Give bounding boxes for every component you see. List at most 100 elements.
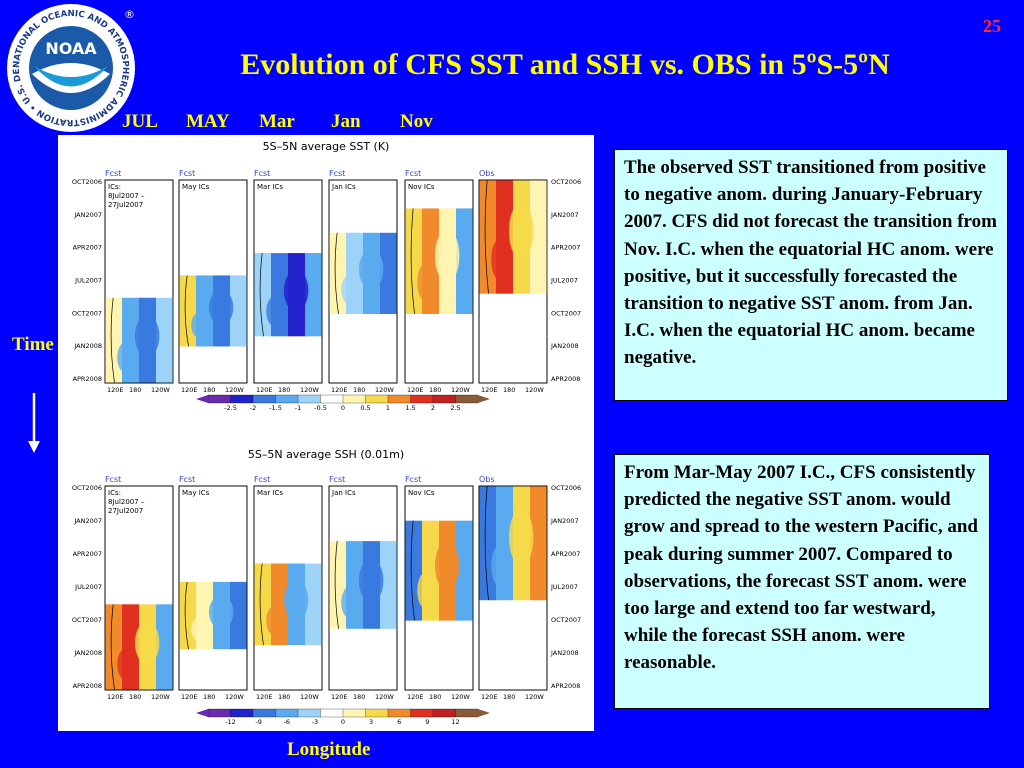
sst-anomaly-blob — [508, 202, 534, 260]
sst-colorbar-segment — [230, 394, 254, 404]
sst-colorbar-tick: -2 — [250, 404, 256, 412]
sst-contour-line — [484, 179, 489, 294]
sst-colorbar-segment — [387, 394, 411, 404]
ssh-panel-header: Fcst — [405, 475, 421, 484]
ssh-lon-tick: 120W — [225, 693, 244, 701]
sst-time-tick-left: JAN2007 — [73, 211, 102, 219]
sst-colorbar-tick: 0 — [341, 404, 345, 412]
slide-number: 25 — [983, 16, 1001, 36]
ssh-lon-tick: 120E — [256, 693, 273, 701]
sst-anomaly-band — [230, 275, 248, 347]
sst-contour-line — [334, 232, 339, 315]
sst-time-tick-right: APR2007 — [551, 244, 580, 252]
sst-contour-line — [259, 253, 264, 337]
ssh-anomaly-band — [230, 581, 248, 650]
ssh-explanation-textbox: From Mar-May 2007 I.C., CFS consistently… — [614, 454, 990, 709]
sst-time-tick-right: JUL2007 — [550, 276, 578, 284]
sst-time-tick-left: OCT2006 — [72, 178, 102, 186]
sst-anomaly-band — [530, 180, 548, 294]
sst-colorbar-segment — [432, 394, 456, 404]
ssh-contour-line — [184, 581, 189, 650]
ssh-panel-ic-label: Nov ICs — [408, 489, 435, 497]
sst-anomaly-blob — [191, 312, 208, 338]
ssh-anomaly-band — [254, 563, 272, 646]
ssh-lon-tick: 120E — [331, 693, 348, 701]
ssh-panel-border — [104, 485, 174, 691]
sst-anomaly-band — [479, 180, 497, 294]
sst-panel-border — [404, 179, 474, 384]
sst-lon-tick: 180 — [129, 386, 141, 394]
sst-colorbar-tick: -1.5 — [269, 404, 282, 412]
ssh-panel-header: Fcst — [329, 475, 345, 484]
ssh-panel-ic-label: May ICs — [182, 489, 210, 497]
sst-colorbar-segment — [342, 394, 366, 404]
sst-time-tick-right: OCT2007 — [551, 309, 581, 317]
ssh-contour-line — [484, 485, 489, 601]
sst-time-tick-left: APR2008 — [73, 375, 102, 383]
sst-lon-tick: 120E — [256, 386, 273, 394]
noaa-logo: NATIONAL OCEANIC AND ATMOSPHERIC ADMINIS… — [2, 2, 135, 132]
sst-panel-ic-label: 27Jul2007 — [108, 201, 143, 209]
sst-time-tick-left: OCT2007 — [72, 309, 102, 317]
ssh-lon-tick: 120E — [407, 693, 424, 701]
ssh-colorbar-segment — [455, 708, 479, 718]
sst-colorbar-tick: -1 — [295, 404, 301, 412]
sst-panel-header: Fcst — [329, 169, 345, 178]
ssh-colorbar-segment — [207, 708, 231, 718]
sst-colorbar-segment — [275, 394, 299, 404]
ssh-colorbar-tick: 6 — [397, 718, 401, 726]
ssh-anomaly-band — [530, 486, 548, 601]
ssh-lon-tick: 120W — [151, 693, 170, 701]
ssh-panel-ic-label: 27Jul2007 — [108, 507, 143, 515]
logo-center-text: NOAA — [45, 39, 97, 58]
ssh-colorbar-arrow-right — [478, 709, 490, 717]
ssh-lon-tick: 180 — [203, 693, 215, 701]
ssh-panel-border — [178, 485, 248, 691]
ssh-colorbar-tick: -3 — [312, 718, 318, 726]
sst-colorbar-segment — [297, 394, 321, 404]
sst-explanation-textbox: The observed SST transitioned from posit… — [614, 149, 1008, 401]
logo-registered-mark: ® — [124, 8, 135, 21]
sst-lon-tick: 180 — [203, 386, 215, 394]
ssh-colorbar-segment — [342, 708, 366, 718]
sst-anomaly-band — [179, 275, 197, 347]
month-label-mar: Mar — [259, 111, 295, 132]
ssh-anomaly-blob — [208, 595, 234, 630]
sst-panel-border — [104, 179, 174, 384]
ssh-panel-header: Obs — [479, 475, 495, 484]
sst-time-tick-right: APR2008 — [551, 375, 580, 383]
ssh-anomaly-blob — [117, 648, 134, 680]
ssh-anomaly-blob — [508, 508, 534, 566]
sst-panel-header: Obs — [479, 169, 495, 178]
ssh-time-tick-right: JUL2007 — [550, 583, 578, 591]
time-axis-label: Time — [12, 334, 54, 355]
sst-anomaly-blob — [266, 296, 283, 327]
ssh-time-tick-left: JUL2007 — [74, 583, 102, 591]
ssh-anomaly-band — [156, 604, 174, 690]
longitude-axis-label: Longitude — [287, 739, 371, 760]
ssh-lon-tick: 180 — [353, 693, 365, 701]
slide-title: Evolution of CFS SST and SSH vs. OBS in … — [240, 48, 890, 81]
ssh-anomaly-blob — [434, 540, 460, 591]
ssh-time-tick-left: APR2007 — [73, 550, 102, 558]
sst-time-tick-left: APR2007 — [73, 244, 102, 252]
ssh-contour-line — [259, 563, 264, 646]
ssh-lon-tick: 180 — [429, 693, 441, 701]
ssh-time-tick-left: OCT2006 — [72, 484, 102, 492]
sst-anomaly-band — [156, 297, 174, 383]
ssh-colorbar-tick: -12 — [225, 718, 236, 726]
sst-anomaly-blob — [417, 263, 434, 302]
sst-anomaly-blob — [341, 275, 358, 305]
sst-plot-title: 5S–5N average SST (K) — [263, 140, 390, 153]
sst-panel-ic-label: 8Jul2007 – — [108, 192, 145, 200]
ssh-lon-tick: 120W — [300, 693, 319, 701]
sst-anomaly-blob — [134, 314, 160, 358]
sst-panel-ic-label: Jan ICs — [331, 183, 356, 191]
ssh-lon-tick: 180 — [278, 693, 290, 701]
sst-lon-tick: 180 — [429, 386, 441, 394]
sst-colorbar-segment — [320, 394, 344, 404]
ssh-colorbar-arrow-left — [196, 709, 208, 717]
sst-time-tick-right: JAN2008 — [550, 342, 579, 350]
ssh-colorbar-segment — [320, 708, 344, 718]
